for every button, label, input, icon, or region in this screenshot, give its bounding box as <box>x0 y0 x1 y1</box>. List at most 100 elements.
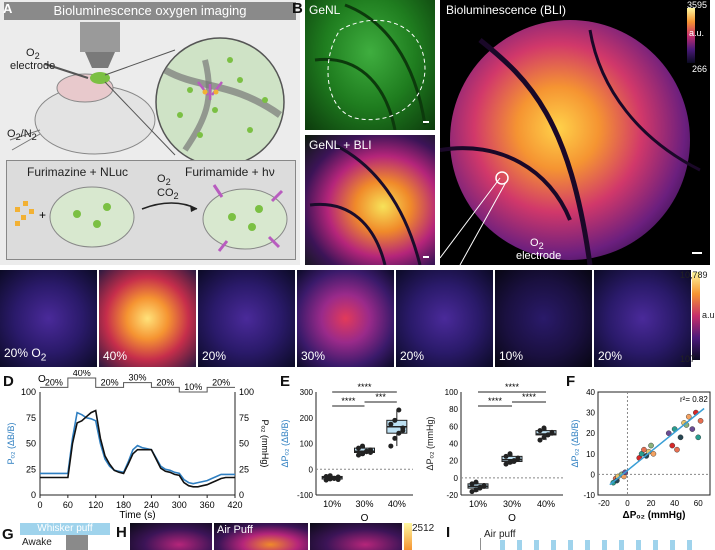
electrode-wire-icon <box>44 63 89 79</box>
d-x-tick-label: 360 <box>200 500 215 510</box>
whisker-icon <box>9 129 41 141</box>
d-level-label: 20% <box>156 377 174 387</box>
e-right-x-tick-label: 10% <box>469 499 487 509</box>
e-left-point <box>327 473 333 479</box>
h-scale-max: 2512 <box>412 523 435 534</box>
genl-image: GeNL <box>305 0 435 130</box>
h-colorbar <box>404 523 412 550</box>
air-puff-pulses <box>480 538 692 550</box>
f-point <box>674 446 680 453</box>
d-y-left-tick-label: 75 <box>26 413 36 423</box>
e-right-point <box>507 459 513 465</box>
d-y-left-tick-label: 100 <box>21 387 36 397</box>
d-x-tick-label: 240 <box>144 500 159 510</box>
f-fit-line <box>609 407 705 486</box>
d-x-tick-label: 120 <box>88 500 103 510</box>
d-y-left-tick-label: 25 <box>26 464 36 474</box>
e-right-sig-label: **** <box>505 382 520 392</box>
e-left-point <box>392 435 398 441</box>
electrode-tip-icon <box>495 171 509 185</box>
e-right-sig-label: **** <box>488 396 503 406</box>
d-x-tick-label: 420 <box>227 500 242 510</box>
e-right-y-label: ΔPₒ₂ (mmHg) <box>425 417 435 471</box>
c-frame-label: 20% <box>400 349 425 363</box>
mouse-illustration <box>9 22 285 160</box>
f-point <box>669 442 676 449</box>
bli-scale-min: 266 <box>691 64 707 74</box>
f-x-tick-label: 60 <box>694 499 703 508</box>
e-right-point <box>469 489 475 495</box>
f-point <box>638 451 645 457</box>
h-frame-2: Air Puff <box>214 523 308 550</box>
e-right-point <box>515 455 521 461</box>
genl-label: GeNL <box>309 3 341 17</box>
c-frame-label: 30% <box>301 349 326 363</box>
i-pulse <box>551 540 556 550</box>
c-frame-label: 40% <box>103 349 128 363</box>
f-y-tick-label: 0 <box>591 470 596 479</box>
cell-before-icon <box>49 186 135 248</box>
f-r2-label: r²= 0.82 <box>680 395 708 404</box>
c-frame: 10% <box>495 270 592 367</box>
e-left-point <box>388 443 394 449</box>
panel-c: 20% O2 40% 20% 30% 20% 10% 20% 10,789 a.u. 107 <box>0 270 715 367</box>
air-puff-label: Air Puff <box>217 524 253 536</box>
e-left-sig-label: **** <box>357 382 372 392</box>
f-y-tick-label: 10 <box>586 450 595 459</box>
d-x-tick-label: 300 <box>172 500 187 510</box>
panel-i-label: I <box>446 524 451 541</box>
e-right-point <box>469 481 475 487</box>
h-frame-3 <box>310 523 402 550</box>
arrow-o2-label: O <box>157 173 166 185</box>
awake-label: Awake <box>22 537 52 548</box>
c-frame: 20% <box>594 270 691 367</box>
reactants-label: Furimazine + NLuc <box>27 165 129 179</box>
f-point <box>695 434 702 441</box>
objective-icon <box>80 22 120 52</box>
bli-scale-unit: a.u. <box>688 28 704 38</box>
reaction-box: Furimazine + NLuc Furimamide + hν + O2 C… <box>6 160 296 260</box>
i-pulse <box>653 540 658 550</box>
e-right-point <box>549 429 555 435</box>
d-level-label: 10% <box>184 382 202 392</box>
e-left-point <box>335 477 341 483</box>
c-frame: 40% <box>99 270 196 367</box>
e-right-point <box>481 483 487 489</box>
d-x-tick-label: 180 <box>116 500 131 510</box>
panel-e-label: E <box>280 373 291 390</box>
c-frame: 20% <box>396 270 493 367</box>
f-x-tick-label: 40 <box>670 499 679 508</box>
d-level-label: 20% <box>45 377 63 387</box>
e-left-y-tick-label: 300 <box>300 388 314 397</box>
bli-electrode-label: electrode <box>516 250 562 262</box>
cell-after-icon <box>202 188 288 250</box>
i-pulse <box>602 540 607 550</box>
c-frame: 20% O2 <box>0 270 97 367</box>
i-pulse <box>670 540 675 550</box>
e-right-y-tick-label: 60 <box>449 422 458 431</box>
e-right-sig-label: **** <box>522 392 537 402</box>
c-scale-min: 107 <box>680 354 696 364</box>
objective-lens-icon <box>85 52 115 68</box>
panel-d-chart: O 20%40%20% 30% 20% 10% 20%0 60 120 180 240 300 360… <box>6 370 270 520</box>
i-pulse <box>534 540 539 550</box>
d-y-left-label: Pₒ₂ (ΔB/B) <box>6 423 16 465</box>
svg-text:+: + <box>39 208 46 222</box>
e-left-y-label: ΔPₒ₂ (ΔB/B) <box>280 420 290 468</box>
e-left-x-title: O <box>361 513 369 524</box>
f-y-tick-label: 30 <box>586 409 595 418</box>
d-x-label: Time (s) <box>119 510 155 520</box>
panel-f-chart: -20 0 20 40 60 -10 0 10 20 30 40 r²= 0.82 ΔPₒ₂ (mmHg… <box>570 388 711 521</box>
panel-f-label: F <box>566 373 576 390</box>
e-right-point <box>477 485 483 491</box>
arrow-co2-label: CO <box>157 187 174 199</box>
d-level-label: 40% <box>73 370 91 378</box>
f-point <box>685 413 692 420</box>
e-left-y-tick-label: 100 <box>300 440 314 449</box>
reaction-illustration: + <box>15 184 288 252</box>
e-right-y-tick-label: 40 <box>449 440 458 449</box>
e-right-point <box>511 459 517 465</box>
o2-electrode-label: O <box>26 47 35 59</box>
d-series-line <box>40 411 235 485</box>
e-right-x-tick-label: 30% <box>503 499 521 509</box>
